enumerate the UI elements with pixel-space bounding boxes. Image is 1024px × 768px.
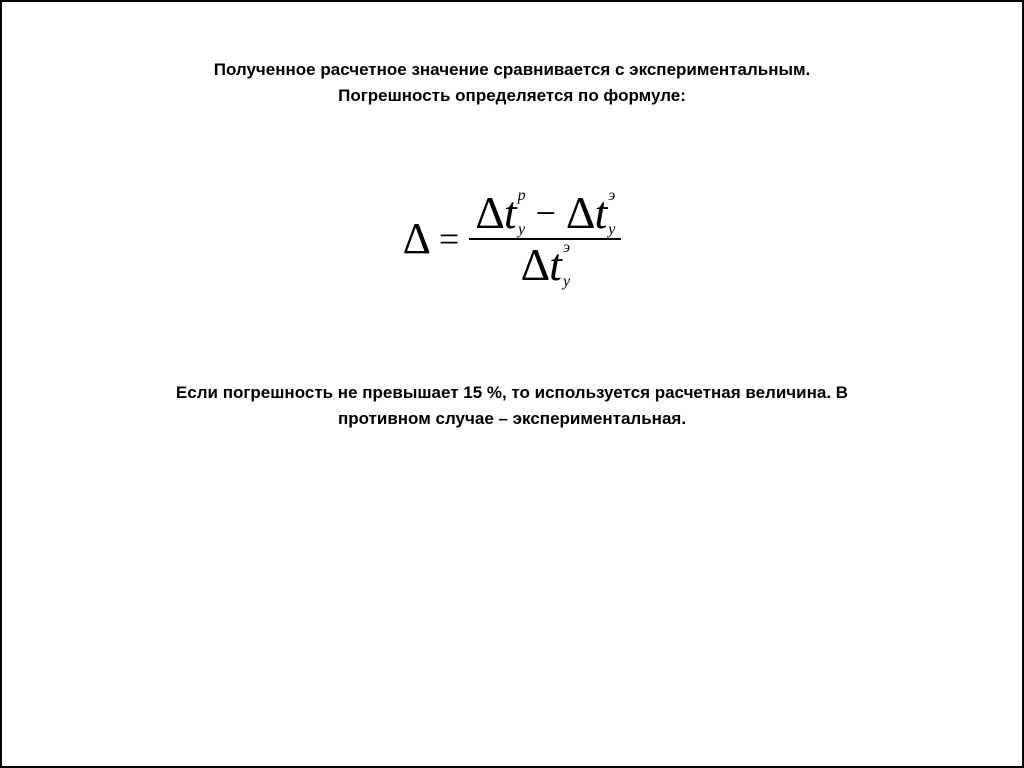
heading-block: Полученное расчетное значение сравнивает… [62,57,962,110]
num1-sup: р [518,188,526,204]
formula: Δ = Δt р у − [403,188,622,290]
den-var: t [549,239,561,290]
den-term: Δt э у [521,242,570,288]
formula-block: Δ = Δt р у − [62,188,962,290]
den-sub: у [563,274,570,290]
footer-line-1: Если погрешность не превышает 15 %, то и… [82,380,942,406]
num2-delta: Δ [566,187,595,238]
fraction: Δt р у − Δt э у [469,188,621,290]
den-sup: э [563,240,570,256]
heading-line-1: Полученное расчетное значение сравнивает… [62,57,962,83]
num-term-2: Δt э у [566,190,615,236]
den-delta: Δ [521,239,550,290]
num-operator: − [536,192,556,234]
num1-var: t [504,187,516,238]
footer-block: Если погрешность не превышает 15 %, то и… [62,380,962,433]
heading-line-2: Погрешность определяется по формуле: [62,83,962,109]
num-term-1: Δt р у [475,190,525,236]
num1-delta: Δ [475,187,504,238]
equals-sign: = [439,218,459,260]
fraction-numerator: Δt р у − Δt э у [469,188,621,238]
num2-var: t [595,187,607,238]
footer-line-2: противном случае – экспериментальная. [82,406,942,432]
num1-sub: у [518,222,526,238]
slide-page: Полученное расчетное значение сравнивает… [0,0,1024,768]
num2-sub: у [608,222,615,238]
delta-symbol: Δ [403,213,431,264]
num2-sup: э [608,188,615,204]
fraction-denominator: Δt э у [515,240,576,290]
formula-lhs: Δ = [403,213,470,264]
